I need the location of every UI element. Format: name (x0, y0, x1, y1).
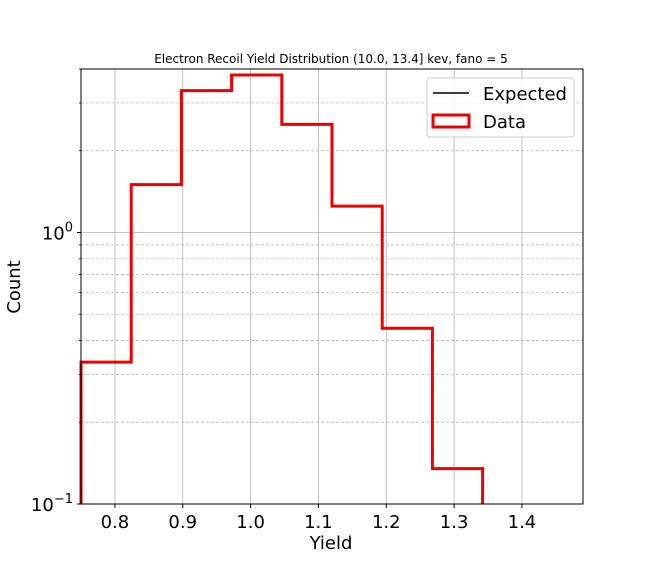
x-axis-label: Yield (309, 533, 353, 554)
legend-label-0: Expected (483, 84, 567, 105)
plot-frame (80, 68, 584, 505)
y-axis: 10−1 100 (31, 68, 81, 516)
chart-title: Electron Recoil Yield Distribution (10.0… (154, 52, 508, 66)
y-axis-label: Count (4, 260, 25, 313)
y-tick-label-0: 10−1 (31, 492, 73, 516)
legend-label-1: Data (483, 112, 526, 133)
x-tick-label-4: 1.2 (372, 512, 401, 533)
x-tick-label-1: 0.9 (168, 512, 197, 533)
series-data (79, 73, 485, 504)
legend-swatch-1 (431, 113, 471, 129)
legend: Expected Data (426, 77, 575, 138)
x-tick-label-5: 1.3 (440, 512, 469, 533)
y-tick-label-1: 100 (42, 220, 73, 244)
x-tick-label-6: 1.4 (508, 512, 537, 533)
x-tick-label-3: 1.1 (304, 512, 333, 533)
x-tick-label-2: 1.0 (236, 512, 265, 533)
x-tick-label-0: 0.8 (101, 512, 130, 533)
series-data-line (79, 73, 485, 504)
x-axis: 0.8 0.9 1.0 1.1 1.2 1.3 1.4 (101, 504, 537, 533)
